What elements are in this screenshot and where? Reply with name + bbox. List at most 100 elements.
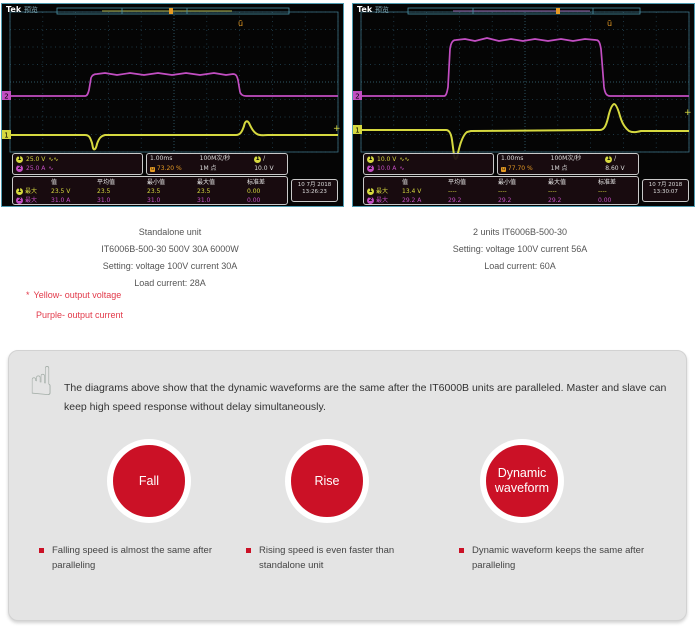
ch-badge: 1	[16, 187, 23, 195]
sample-rate: 100M次/秒	[199, 155, 231, 162]
scope-time: 13:30:07	[653, 189, 678, 196]
ch-badge: 2	[16, 196, 23, 204]
col-mean: 平均值	[448, 178, 467, 186]
sample-rate: 100M次/秒	[550, 155, 582, 162]
datetime-box: 10 7月 2018 13:26:23	[291, 179, 338, 202]
trigger-slope-icon: /	[263, 155, 266, 162]
graticule	[9, 11, 339, 153]
col-max: 最大值	[548, 178, 567, 186]
channel-1-badge: 1	[367, 156, 374, 163]
output-current-trace	[361, 37, 689, 97]
badge-dynamic-waveform: Dynamic waveform	[480, 439, 564, 523]
timebase-value: 1.00ms	[501, 155, 524, 162]
trigger-slope-icon: /	[614, 155, 617, 162]
trigger-position: 77.70 %	[507, 165, 533, 173]
bullet-square-icon	[459, 548, 464, 553]
bullet-square-icon	[246, 548, 251, 553]
pointing-hand-icon: ☝	[29, 359, 54, 405]
oscilloscope-standalone: ū 2 1 + Tek 预览 1 25.0 V ∿∿ 2 25.0 A ∿	[1, 3, 344, 207]
graticule-frame	[360, 11, 690, 153]
channel-scale-box: 1 25.0 V ∿∿ 2 25.0 A ∿	[12, 153, 143, 175]
coupling-icon: ∿	[399, 164, 405, 172]
caption-line: Standalone unit	[138, 227, 202, 237]
scope-screen: ū 2 1 +	[353, 7, 692, 160]
channel-2-marker: 2	[353, 91, 362, 101]
ch-badge: 1	[367, 187, 374, 195]
legend-note-purple: Purple- output current	[36, 310, 124, 320]
channel-2-marker: 2	[2, 91, 11, 101]
caption-line: Setting: voltage 100V current 30A	[102, 261, 238, 271]
bullet-square-icon	[39, 548, 44, 553]
channel-1-marker: 1	[2, 130, 11, 140]
measurement-table: 值 平均值 最小值 最大值 标准差 1 最大 13.4 V ---- ---- …	[363, 176, 639, 205]
timebase-value: 1.00ms	[150, 155, 173, 162]
asterisk: *	[26, 290, 30, 300]
trigger-source-badge: 1	[254, 156, 262, 163]
channel-2-scale: 10.0 A	[377, 164, 397, 172]
meas-row-ch1: 1 最大 13.4 V ---- ---- ---- ----	[367, 187, 607, 195]
record-bar	[407, 7, 641, 15]
record-bar	[56, 7, 290, 15]
meas-row-ch1: 1 最大 23.5 V 23.5 23.5 23.5 0.00	[16, 187, 261, 195]
col-max: 最大值	[197, 178, 216, 186]
scope-time: 13:26:23	[302, 189, 327, 196]
ch-badge: 2	[367, 196, 374, 204]
trigger-source-badge: 1	[605, 156, 613, 163]
col-min: 最小值	[498, 178, 517, 186]
trigger-position-icon: ū	[238, 19, 243, 28]
legend-note-yellow: * Yellow- output voltage	[26, 290, 122, 300]
bullet-rising-speed: Rising speed is even faster than standal…	[246, 543, 441, 573]
bullet-dynamic-waveform: Dynamic waveform keeps the same after pa…	[459, 543, 669, 573]
col-std: 标准差	[247, 178, 266, 186]
graticule-frame	[9, 11, 339, 153]
trigger-level-icon: +	[684, 108, 692, 118]
caption-line: Setting: voltage 100V current 56A	[452, 244, 588, 254]
brand-label: Tek	[6, 5, 22, 14]
timebase-trigger-box: 1.00ms ū 73.20 % 100M次/秒 1M 点 1 / 10.0 V	[146, 153, 288, 175]
output-voltage-trace	[10, 120, 338, 151]
caption-parallel: 2 units IT6006B-500-30 Setting: voltage …	[380, 224, 660, 275]
record-length: 1M 点	[550, 165, 568, 173]
trigger-level: 10.0 V	[254, 165, 274, 173]
channel-scale-box: 1 10.0 V ∿∿ 2 10.0 A ∿	[363, 153, 494, 175]
summary-paragraph: The diagrams above show that the dynamic…	[64, 382, 667, 413]
output-current-trace	[10, 72, 338, 97]
trigger-level-icon: +	[333, 124, 341, 134]
col-mean: 平均值	[97, 178, 116, 186]
caption-line: Load current: 28A	[134, 278, 206, 288]
brand-label: Tek	[357, 5, 373, 14]
badge-rise: Rise	[285, 439, 369, 523]
scope-brand: Tek 预览	[357, 5, 389, 15]
meas-row-ch2: 2 最大 31.0 A 31.0 31.0 31.0 0.00	[16, 196, 261, 204]
channel-1-badge: 1	[16, 156, 23, 163]
timebase-trigger-box: 1.00ms ū 77.70 % 100M次/秒 1M 点 1 / 8.60 V	[497, 153, 639, 175]
channel-1-scale: 10.0 V	[377, 155, 397, 163]
summary-panel: ☝ The diagrams above show that the dynam…	[8, 350, 687, 621]
meas-row-ch2: 2 最大 29.2 A 29.2 29.2 29.2 0.00	[367, 196, 612, 204]
coupling-icon: ∿∿	[399, 155, 410, 163]
caption-line: 2 units IT6006B-500-30	[472, 227, 568, 237]
coupling-icon: ∿∿	[48, 155, 59, 163]
svg-text:2: 2	[4, 93, 8, 101]
badge-label: Dynamic waveform	[494, 466, 550, 495]
trigger-position: 73.20 %	[156, 165, 182, 173]
graticule	[360, 11, 690, 153]
oscilloscope-parallel: ū 2 1 + Tek 预览 1 10.0 V ∿∿ 2 10.0 A ∿ 1.…	[352, 3, 695, 207]
datetime-box: 10 7月 2018 13:30:07	[642, 179, 689, 202]
badge-label: Fall	[138, 473, 160, 488]
col-value: 值	[51, 178, 58, 186]
measurement-table: 值 平均值 最小值 最大值 标准差 1 最大 23.5 V 23.5 23.5 …	[12, 176, 288, 205]
svg-text:1: 1	[355, 127, 359, 135]
scope-date: 10 7月 2018	[648, 182, 683, 188]
scope-date: 10 7月 2018	[297, 182, 332, 188]
col-min: 最小值	[147, 178, 166, 186]
acquisition-mode-label: 预览	[374, 6, 389, 14]
trigger-pos-icon: ū	[150, 167, 155, 173]
acquisition-mode-label: 预览	[23, 6, 38, 14]
scope-screen: ū 2 1 +	[2, 7, 341, 153]
svg-text:1: 1	[4, 132, 8, 140]
trigger-pos-icon: ū	[501, 167, 506, 173]
scope-brand: Tek 预览	[6, 5, 38, 15]
bullet-falling-speed: Falling speed is almost the same after p…	[39, 543, 239, 573]
record-length: 1M 点	[199, 165, 217, 173]
